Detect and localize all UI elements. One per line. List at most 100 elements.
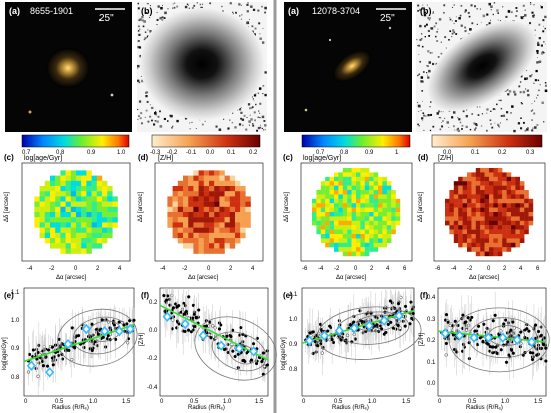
map-pixel [320,198,326,204]
noise-dot [157,115,160,118]
map-pixel [60,170,66,176]
map-pixel [342,190,348,195]
map-pixel [519,229,525,235]
noise-dot [533,82,534,84]
noise-dot [492,108,495,111]
map-pixel [373,220,379,226]
map-pixel [515,234,520,239]
noise-dot [418,124,420,127]
noise-dot [523,121,525,124]
map-pixel [76,206,82,213]
map-pixel [480,203,485,208]
label-c: (c) [283,153,293,162]
noise-dot [542,30,545,33]
noise-dot [480,125,483,127]
map-pixel [177,227,184,233]
noise-dot [242,124,244,127]
map-pixel [329,234,335,239]
map-pixel [76,186,82,192]
map-pixel [369,216,374,221]
map-pixel [183,232,189,239]
map-pixel [86,243,92,249]
map-pixel [489,229,494,235]
noise-dot [417,45,419,47]
noise-dot [449,30,452,33]
map-pixel [193,170,199,176]
noise-dot [421,90,424,92]
map-pixel [506,176,512,182]
noise-dot [527,127,529,129]
map-pixel [65,222,71,228]
binned-marker [26,360,36,371]
map-pixel [334,229,339,235]
noise-dot [427,113,430,117]
map-pixel [364,238,370,243]
map-pixel [475,207,481,213]
noise-dot [163,17,166,19]
map-pixel [198,238,204,244]
map-pixel [471,181,476,186]
map-pixel [471,194,476,199]
map-pixel [55,212,61,218]
noise-dot [138,115,140,117]
noise-dot [164,11,167,15]
data-point [352,332,356,337]
map-pixel [112,222,118,228]
map-pixel [462,234,468,239]
map-pixel [70,206,77,213]
map-pixel [351,216,357,221]
map-pixel [44,232,51,239]
map-pixel [65,196,71,202]
ytick: 0.0 [427,381,436,387]
map-xtick: 4 [519,266,523,272]
map-pixel [515,238,520,243]
map-pixel [235,238,241,244]
map-pixel [493,172,498,177]
cbar-zh-tick: 0.1 [471,150,480,156]
map-ylabel: Δδ [arcsec] [418,192,424,222]
map-pixel [76,227,82,233]
map-pixel [528,216,534,221]
map-pixel [316,220,321,226]
map-pixel [81,232,87,239]
map-pixel [506,229,512,235]
map-pixel [203,222,210,228]
map-pixel [449,198,454,204]
noise-dot [191,121,193,123]
map-pixel [449,216,454,221]
noise-dot [421,45,424,48]
map-pixel [65,248,71,254]
map-pixel [369,190,374,195]
map-pixel [91,238,97,244]
map-pixel [338,181,343,186]
map-xtick: 2 [96,266,100,272]
noise-dot [473,5,476,8]
noise-dot [418,73,421,76]
map-pixel [449,220,454,226]
map-pixel [445,203,450,208]
noise-dot [437,28,439,30]
profile-ylabel: [Z/H] [139,333,145,346]
noise-dot [524,14,527,17]
data-point [50,345,55,349]
map-pixel [373,172,379,177]
map-pixel [209,232,215,239]
map-pixel [219,186,225,192]
map-pixel [515,190,520,195]
map-pixel [193,222,199,228]
map-pixel [351,181,357,186]
map-pixel [177,217,184,223]
noise-dot [534,126,537,129]
map-pixel [511,229,516,235]
noise-dot [137,45,140,49]
map-pixel [475,251,481,257]
map-pixel [334,234,339,239]
map-pixel [209,201,215,207]
map-pixel [502,181,507,186]
map-pixel [360,190,365,195]
data-point [132,318,136,322]
map-pixel [177,180,184,187]
map-pixel [519,203,525,208]
map-pixel [96,217,103,223]
map-pixel [55,217,61,223]
